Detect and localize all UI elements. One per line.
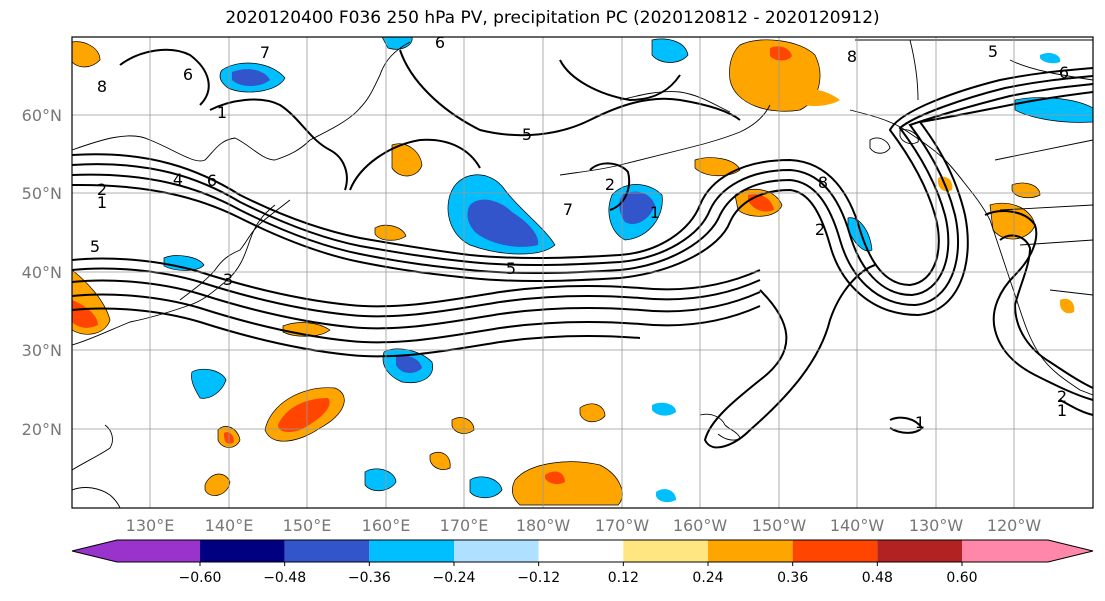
colorbar-segment	[284, 540, 370, 562]
colorbar-segment	[369, 540, 454, 562]
longitude-label: 180°W	[516, 516, 571, 535]
contour-label: 6	[435, 33, 445, 52]
contour-label: 2	[97, 180, 107, 199]
colorbar-tick-label: −0.60	[179, 570, 222, 586]
colorbar-segment	[454, 540, 539, 562]
colorbar-segment	[538, 540, 624, 562]
pv-contours	[71, 48, 1094, 449]
colorbar-outline	[71, 539, 1094, 563]
colorbar-tick-label: −0.48	[263, 570, 306, 586]
contour-label: 8	[847, 47, 857, 66]
colorbar-tick-label: −0.36	[348, 570, 391, 586]
contour-label: 2	[1057, 387, 1067, 406]
longitude-label: 140°W	[830, 516, 885, 535]
longitude-label: 170°E	[440, 516, 489, 535]
longitude-label: 170°W	[595, 516, 650, 535]
colorbar-tick-label: 0.24	[692, 570, 723, 586]
colorbar-segment	[708, 540, 793, 562]
contour-label: 7	[563, 200, 573, 219]
contour-label: 5	[90, 237, 100, 256]
coastlines	[71, 39, 1094, 509]
latitude-labels: 60°N 50°N 40°N 30°N 20°N	[22, 106, 62, 439]
colorbar-segment	[877, 540, 962, 562]
contour-label: 1	[650, 203, 660, 222]
gridlines	[72, 37, 1093, 508]
latitude-label: 60°N	[22, 106, 62, 125]
latitude-label: 30°N	[22, 341, 62, 360]
chart-title: 2020120400 F036 250 hPa PV, precipitatio…	[225, 8, 880, 28]
colorbar-segment	[962, 540, 1093, 562]
precip-shading	[71, 36, 1094, 506]
contour-label: 6	[183, 65, 193, 84]
colorbar-segment	[72, 540, 200, 562]
contour-label: 5	[522, 125, 532, 144]
longitude-label: 150°E	[283, 516, 332, 535]
longitude-labels: 130°E 140°E 150°E 160°E 170°E 180°W 170°W 160°W…	[126, 516, 1042, 535]
colorbar-tick-label: 0.12	[608, 570, 639, 586]
longitude-label: 150°W	[752, 516, 807, 535]
colorbar-tick-label: 0.36	[777, 570, 808, 586]
colorbar-segment	[200, 540, 285, 562]
colorbar-tick-label: −0.12	[517, 570, 560, 586]
contour-label: 1	[217, 103, 227, 122]
colorbar-tick-label: −0.24	[433, 570, 476, 586]
colorbar-segment	[623, 540, 708, 562]
longitude-label: 140°E	[205, 516, 254, 535]
longitude-label: 130°W	[909, 516, 964, 535]
contour-label: 5	[506, 259, 516, 278]
contour-label: 5	[988, 42, 998, 61]
contour-label: 6	[1059, 63, 1069, 82]
contour-label: 2	[605, 175, 615, 194]
contour-label: 1	[97, 193, 107, 212]
contour-label: 1	[1057, 401, 1067, 420]
contour-label: 8	[97, 77, 107, 96]
contour-label: 3	[223, 270, 233, 289]
latitude-label: 40°N	[22, 263, 62, 282]
longitude-label: 160°E	[362, 516, 411, 535]
latitude-label: 20°N	[22, 420, 62, 439]
contour-label: 4	[173, 170, 183, 189]
contour-label: 6	[207, 171, 217, 190]
contour-label: 1	[915, 413, 925, 432]
contour-label: 7	[260, 43, 270, 62]
map-frame	[71, 36, 1094, 509]
colorbar-segment	[792, 540, 878, 562]
longitude-label: 120°W	[987, 516, 1042, 535]
longitude-label: 130°E	[126, 516, 175, 535]
colorbar-tick-label: 0.48	[862, 570, 893, 586]
contour-label: 8	[818, 173, 828, 192]
colorbar-tick-label: 0.60	[946, 570, 977, 586]
contour-label: 2	[815, 220, 825, 239]
colorbar: −0.60 −0.48 −0.36 −0.24 −0.12 0.12 0.24 0.36 0.4…	[71, 539, 1094, 586]
latitude-label: 50°N	[22, 184, 62, 203]
longitude-label: 160°W	[673, 516, 728, 535]
